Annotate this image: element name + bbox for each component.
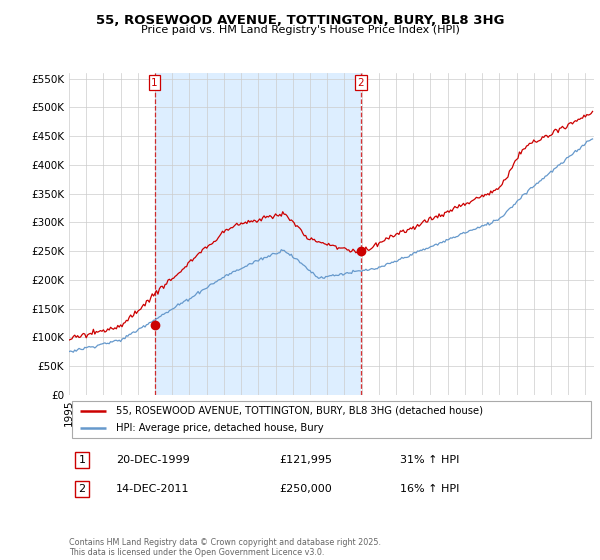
Text: 2: 2 [79,484,86,494]
Text: 14-DEC-2011: 14-DEC-2011 [116,484,190,494]
Text: 31% ↑ HPI: 31% ↑ HPI [400,455,459,465]
Bar [155,73,361,395]
FancyBboxPatch shape [71,402,592,437]
Text: 55, ROSEWOOD AVENUE, TOTTINGTON, BURY, BL8 3HG: 55, ROSEWOOD AVENUE, TOTTINGTON, BURY, B… [96,14,504,27]
Text: 55, ROSEWOOD AVENUE, TOTTINGTON, BURY, BL8 3HG (detached house): 55, ROSEWOOD AVENUE, TOTTINGTON, BURY, B… [116,405,483,416]
Text: 1: 1 [79,455,85,465]
Text: £121,995: £121,995 [279,455,332,465]
Text: Price paid vs. HM Land Registry's House Price Index (HPI): Price paid vs. HM Land Registry's House … [140,25,460,35]
Text: 20-DEC-1999: 20-DEC-1999 [116,455,190,465]
Text: 1: 1 [151,78,158,87]
Text: Contains HM Land Registry data © Crown copyright and database right 2025.
This d: Contains HM Land Registry data © Crown c… [69,538,381,557]
Text: 2: 2 [358,78,364,87]
Text: 16% ↑ HPI: 16% ↑ HPI [400,484,459,494]
Text: HPI: Average price, detached house, Bury: HPI: Average price, detached house, Bury [116,423,324,433]
Text: £250,000: £250,000 [279,484,332,494]
